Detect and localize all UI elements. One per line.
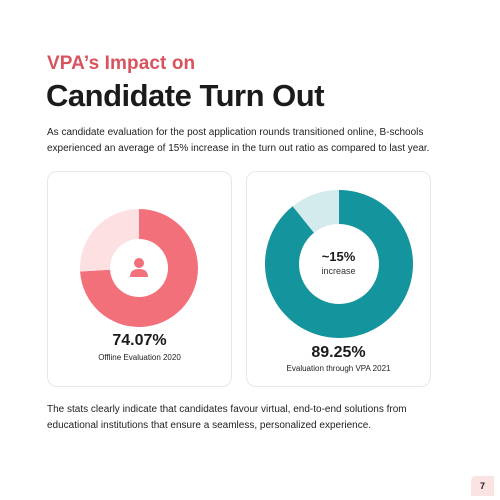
- person-icon: [130, 258, 148, 277]
- vpa-evaluation-card: ~15% increase 89.25% Evaluation through …: [246, 171, 431, 387]
- offline-donut-chart: [80, 209, 198, 327]
- vpa-remainder-segment: [292, 190, 339, 233]
- vpa-value-segment: [265, 190, 413, 338]
- offline-remainder-segment: [80, 209, 139, 272]
- vpa-caption: Evaluation through VPA 2021: [286, 364, 391, 373]
- vpa-donut-chart: [265, 190, 413, 338]
- conclusion-paragraph: The stats clearly indicate that candidat…: [47, 404, 407, 431]
- increase-value: ~15%: [321, 249, 356, 264]
- page-number: 7: [471, 476, 494, 496]
- offline-value-segment: [80, 209, 198, 327]
- vpa-percent: 89.25%: [311, 344, 366, 361]
- intro-paragraph: As candidate evaluation for the post app…: [47, 127, 430, 154]
- page-title: Candidate Turn Out: [46, 78, 325, 113]
- section-subtitle: VPA’s Impact on: [47, 53, 196, 74]
- offline-caption: Offline Evaluation 2020: [98, 353, 181, 362]
- offline-percent: 74.07%: [112, 332, 167, 349]
- offline-evaluation-card: 74.07% Offline Evaluation 2020: [47, 171, 232, 387]
- increase-label: increase: [321, 266, 356, 276]
